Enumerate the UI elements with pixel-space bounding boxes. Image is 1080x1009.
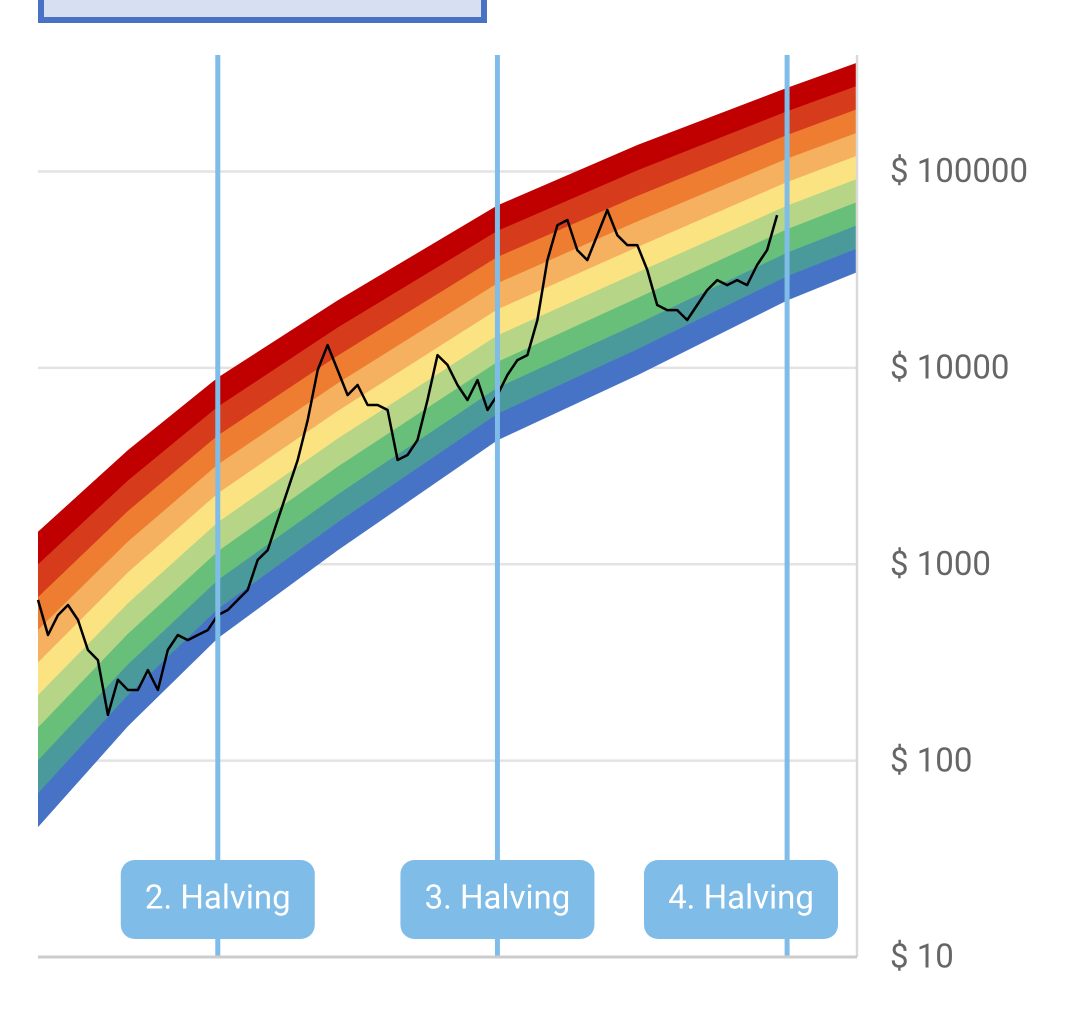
price-line [36,208,779,717]
y-tick-label: $ 10 [890,938,954,977]
y-tick-label: $ 1000 [890,545,991,584]
top-panel [38,0,487,23]
halving-label-box [400,860,595,939]
y-tick-label: $ 10000 [890,349,1009,388]
y-tick-label: $ 100 [890,741,972,780]
halving-label-box [120,860,315,939]
halving-label-box [644,860,838,939]
halving-label: 2. Halving [145,879,291,918]
y-tick-label: $ 100000 [890,152,1028,191]
bands [38,62,857,828]
rainbow-band [38,248,857,828]
halving-label: 3. Halving [425,879,571,918]
halving-label: 4. Halving [668,879,814,918]
